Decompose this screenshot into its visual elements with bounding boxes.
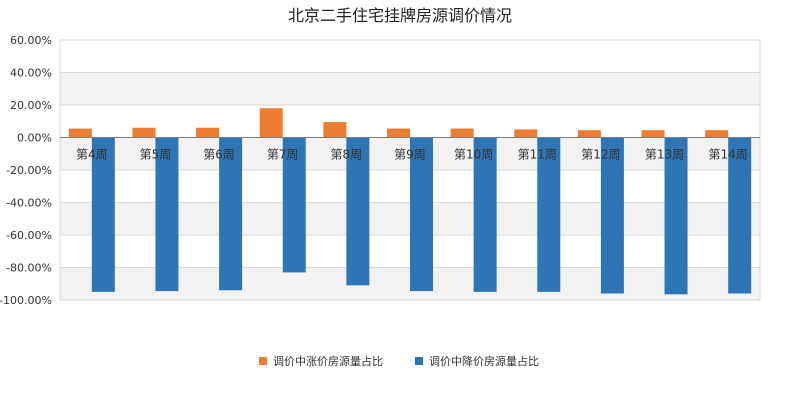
bar-rise xyxy=(641,130,665,138)
plot-band xyxy=(60,40,760,73)
x-tick-label: 第12周 xyxy=(581,148,620,162)
x-axis: 第4周 第5周 第6周 第7周 第8周 第9周 第10周 第11周 第12周 第13周 第14周 xyxy=(76,148,748,162)
bar-rise xyxy=(514,129,538,138)
y-tick-label: -20.00% xyxy=(6,164,52,177)
y-tick-label: -40.00% xyxy=(6,197,52,210)
legend: 调价中涨价房源量占比 调价中降价房源量占比 xyxy=(259,354,539,368)
x-tick-label: 第13周 xyxy=(645,148,684,162)
x-tick-label: 第11周 xyxy=(518,148,557,162)
y-tick-label: 20.00% xyxy=(10,99,52,112)
bar-rise xyxy=(577,130,601,138)
y-tick-label: 40.00% xyxy=(10,67,52,80)
bar-fall xyxy=(664,137,688,295)
y-tick-label: 60.00% xyxy=(10,34,52,47)
x-tick-label: 第5周 xyxy=(140,148,172,162)
x-tick-label: 第7周 xyxy=(267,148,299,162)
bar-rise xyxy=(196,127,220,138)
legend-swatch xyxy=(259,357,267,365)
y-axis: 60.00% 40.00% 20.00% 0.00% -20.00% -40.00% -60… xyxy=(0,34,52,307)
plot-band xyxy=(60,72,760,105)
x-tick-label: 第9周 xyxy=(394,148,426,162)
y-tick-label: -60.00% xyxy=(6,229,52,242)
bar-fall xyxy=(155,137,179,292)
bar-fall xyxy=(346,137,370,286)
bar-rise xyxy=(132,127,156,138)
bar-fall xyxy=(219,137,243,291)
bar-rise xyxy=(450,128,474,138)
y-tick-label: 0.00% xyxy=(17,132,52,145)
legend-swatch xyxy=(415,357,423,365)
y-tick-label: -100.00% xyxy=(0,294,52,307)
x-tick-label: 第10周 xyxy=(454,148,493,162)
legend-label: 调价中涨价房源量占比 xyxy=(273,354,383,368)
x-tick-label: 第4周 xyxy=(76,148,108,162)
bar-fall xyxy=(728,137,752,294)
x-tick-label: 第14周 xyxy=(709,148,748,162)
y-tick-label: -80.00% xyxy=(6,262,52,275)
legend-label: 调价中降价房源量占比 xyxy=(429,354,539,368)
bar-fall xyxy=(600,137,624,294)
bar-rise xyxy=(259,108,283,138)
bar-rise xyxy=(387,128,410,138)
bar-rise xyxy=(705,130,729,138)
x-tick-label: 第8周 xyxy=(331,148,363,162)
bar-rise xyxy=(323,122,347,138)
bar-fall xyxy=(91,137,115,292)
bar-fall xyxy=(537,137,561,292)
bar-rise xyxy=(68,128,92,138)
bar-fall xyxy=(473,137,497,292)
bar-fall xyxy=(410,137,433,292)
bar-fall xyxy=(282,137,306,273)
x-tick-label: 第6周 xyxy=(203,148,235,162)
bars xyxy=(68,108,752,295)
chart-title: 北京二手住宅挂牌房源调价情况 xyxy=(288,6,512,25)
